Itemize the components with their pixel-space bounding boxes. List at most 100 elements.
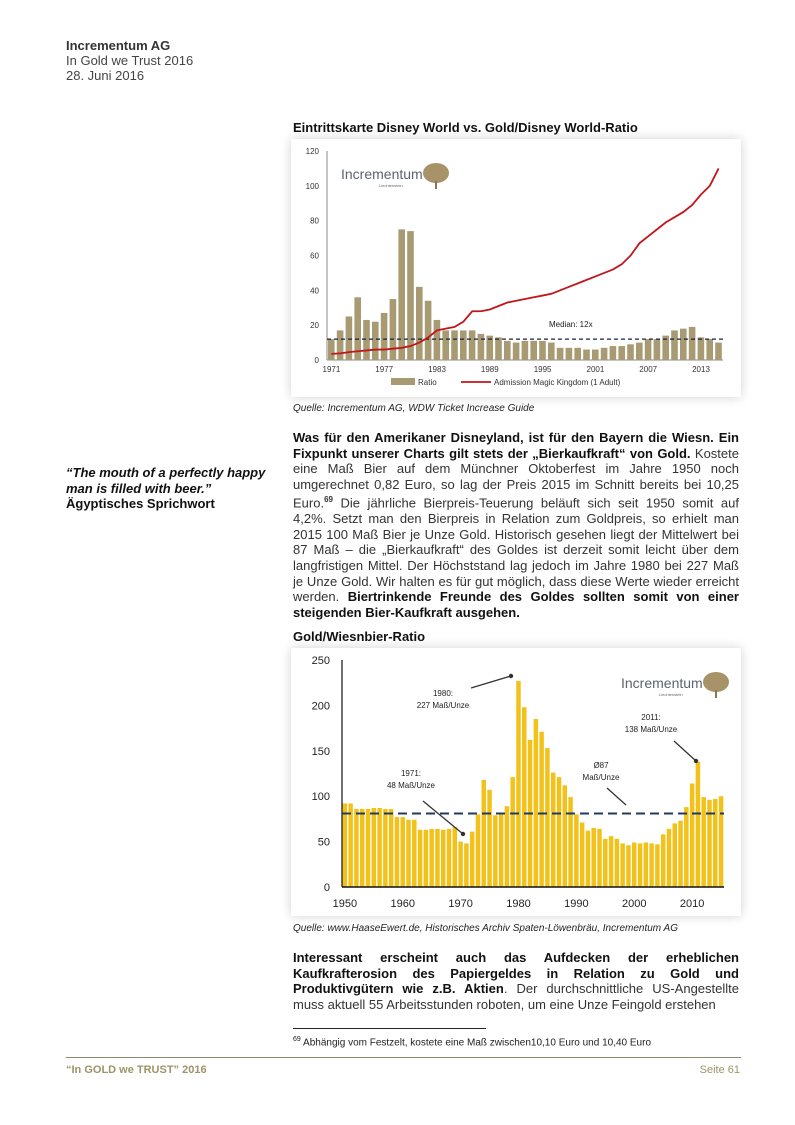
ratio-bar xyxy=(672,823,677,887)
ratio-bar xyxy=(417,829,423,887)
ratio-bar xyxy=(354,297,361,360)
ratio-bar xyxy=(660,834,666,887)
paragraph-2: Interessant erscheint auch das Aufdecken… xyxy=(293,950,739,1012)
logo-text: Incrementum xyxy=(621,675,703,691)
ratio-bar xyxy=(433,319,441,360)
ratio-bar xyxy=(591,827,596,887)
ratio-bar xyxy=(451,330,458,360)
ratio-bar xyxy=(363,319,370,360)
ratio-bar xyxy=(377,808,382,887)
ratio-bar xyxy=(689,783,695,887)
arrow-head xyxy=(508,673,514,679)
ratio-bar xyxy=(539,340,546,360)
ratio-bar xyxy=(475,814,481,887)
x-tick-label: 1983 xyxy=(428,365,446,374)
ratio-bar xyxy=(556,347,564,360)
ratio-bar xyxy=(469,831,475,887)
ratio-bar xyxy=(643,842,649,887)
ratio-bar xyxy=(406,819,411,887)
ratio-bar xyxy=(328,339,335,360)
paragraph-1: Was für den Amerikaner Disneyland, ist f… xyxy=(293,430,739,620)
y-tick-label: 250 xyxy=(312,655,330,667)
ratio-bar xyxy=(556,777,562,887)
ratio-bar xyxy=(678,820,683,887)
para1-text: Kostete eine Maß Bier auf dem Münchner O… xyxy=(293,445,739,511)
logo-tree-icon xyxy=(703,672,729,692)
arrow-head xyxy=(693,758,699,764)
ratio-bar xyxy=(477,333,485,360)
ratio-bar xyxy=(695,761,701,887)
chart1-svg: 0 20 40 60 80 100 120 Median: 12x 1971 1977 1983 19… xyxy=(306,147,723,387)
para1-text-b: Die jährliche Bierpreis-Teuerung beläuft… xyxy=(293,495,739,605)
y-tick-label: 200 xyxy=(312,700,330,712)
ratio-bar xyxy=(548,342,555,360)
x-tick-label: 1970 xyxy=(448,898,472,910)
ratio-bar xyxy=(348,803,353,887)
ratio-bar xyxy=(579,822,585,887)
x-tick-label: 1971 xyxy=(323,365,341,374)
ratio-bar xyxy=(565,347,573,360)
ratio-bar xyxy=(550,772,556,887)
logo-tree-icon xyxy=(423,163,449,183)
ratio-bar xyxy=(644,339,652,360)
page-number: Seite 61 xyxy=(699,1064,740,1076)
ratio-bar xyxy=(372,321,379,360)
ratio-bar xyxy=(388,808,394,887)
ratio-bar xyxy=(522,707,527,887)
quote-text: “The mouth of a perfectly happy man is f… xyxy=(66,465,266,496)
ratio-bar xyxy=(504,340,511,360)
ratio-bar xyxy=(701,797,706,887)
y-tick-label: 100 xyxy=(306,182,320,191)
ratio-bar xyxy=(512,342,520,360)
ratio-bar xyxy=(458,841,463,887)
ratio-bar xyxy=(680,328,687,360)
ratio-bar xyxy=(653,339,661,360)
mean-label-unit: Maß/Unze xyxy=(583,773,620,782)
ratio-bar xyxy=(600,347,608,360)
annotation-arrow xyxy=(673,740,697,762)
ratio-bar xyxy=(504,806,510,887)
ratio-bar xyxy=(626,845,631,887)
legend-ratio-swatch xyxy=(391,378,415,385)
chart1-source: Quelle: Incrementum AG, WDW Ticket Incre… xyxy=(293,403,535,414)
chart2-svg: 0 50 100 150 200 250 1950 1960 1970 1980 1990 2000 2… xyxy=(312,655,729,910)
ratio-bar xyxy=(398,229,405,360)
mean-arrow xyxy=(606,787,627,806)
footnote-text: Abhängig vom Festzelt, kostete eine Maß … xyxy=(300,1037,652,1049)
ratio-bar xyxy=(407,231,414,360)
y-tick-label: 40 xyxy=(310,286,319,295)
y-tick-label: 120 xyxy=(306,147,320,156)
ratio-bar xyxy=(603,838,608,887)
ratio-bar xyxy=(342,803,348,887)
ratio-bar xyxy=(574,814,579,887)
ratio-bar xyxy=(637,843,643,887)
ratio-bar xyxy=(359,808,365,887)
annotation-arrow xyxy=(470,675,512,689)
ratio-bar xyxy=(516,680,521,887)
ratio-bar xyxy=(336,330,344,360)
page-header: Incrementum AG In Gold we Trust 2016 28.… xyxy=(66,38,193,83)
x-tick-label: 1950 xyxy=(333,898,357,910)
company-name: Incrementum AG xyxy=(66,38,171,53)
x-tick-label: 2010 xyxy=(680,898,704,910)
ratio-bar xyxy=(365,808,371,887)
ratio-bar xyxy=(498,814,504,887)
chart1: 0 20 40 60 80 100 120 Median: 12x 1971 1977 1983 19… xyxy=(291,139,741,397)
y-tick-label: 0 xyxy=(324,882,330,894)
legend-admission-label: Admission Magic Kingdom (1 Adult) xyxy=(494,378,621,387)
x-tick-label: 1990 xyxy=(564,898,588,910)
ratio-bar xyxy=(585,830,591,887)
ratio-bar xyxy=(597,828,602,887)
ratio-bar xyxy=(354,808,359,887)
ratio-bar xyxy=(442,330,449,360)
x-tick-label: 1995 xyxy=(534,365,552,374)
footnote-number: 69 xyxy=(293,1036,301,1043)
ratio-bar xyxy=(371,808,377,887)
ratio-bar xyxy=(697,337,705,360)
chart1-title: Eintrittskarte Disney World vs. Gold/Dis… xyxy=(293,120,638,135)
ratio-bar xyxy=(631,842,637,887)
x-tick-label: 1989 xyxy=(481,365,499,374)
chart2-title: Gold/Wiesnbier-Ratio xyxy=(293,629,426,644)
y-tick-label: 20 xyxy=(310,321,319,330)
